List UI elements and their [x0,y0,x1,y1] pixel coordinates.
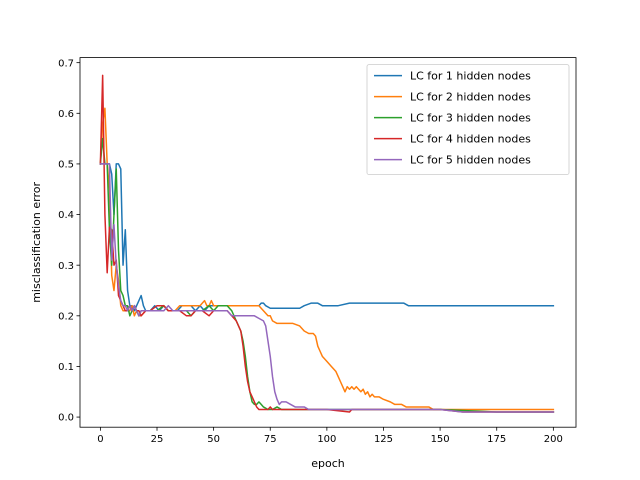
legend-label-1: LC for 1 hidden nodes [410,70,531,83]
x-tick-label: 175 [487,434,506,445]
y-tick-label: 0.3 [58,261,74,272]
x-tick-label: 0 [97,434,103,445]
y-tick-label: 0.6 [58,109,74,120]
x-axis: 0 25 50 75 100 125 150 175 200 [97,427,563,445]
legend-label-2: LC for 2 hidden nodes [410,91,531,104]
legend-label-4: LC for 4 hidden nodes [410,133,531,146]
series-layer [99,74,555,413]
x-axis-label: epoch [311,457,345,470]
legend: LC for 1 hidden nodes LC for 2 hidden nod… [366,64,570,175]
y-tick-label: 0.1 [58,362,74,373]
plot-frame [79,57,577,428]
y-axis: 0.0 0.1 0.2 0.3 0.4 0.5 0.6 0.7 [58,58,80,424]
series-line-5 [99,163,555,413]
y-tick-label: 0.7 [58,58,74,69]
legend-label-5: LC for 5 hidden nodes [410,154,531,167]
x-tick-label: 150 [431,434,450,445]
y-tick-label: 0.4 [58,210,74,221]
x-tick-label: 75 [264,434,277,445]
y-axis-label: misclassification error [30,182,43,303]
y-tick-label: 0.0 [58,413,74,424]
y-tick-label: 0.2 [58,311,74,322]
x-tick-label: 50 [207,434,220,445]
x-tick-label: 100 [317,434,336,445]
x-tick-label: 25 [151,434,164,445]
legend-label-3: LC for 3 hidden nodes [410,112,531,125]
x-tick-label: 125 [374,434,393,445]
x-tick-label: 200 [544,434,563,445]
legend-box [366,64,570,175]
y-tick-label: 0.5 [58,160,74,171]
